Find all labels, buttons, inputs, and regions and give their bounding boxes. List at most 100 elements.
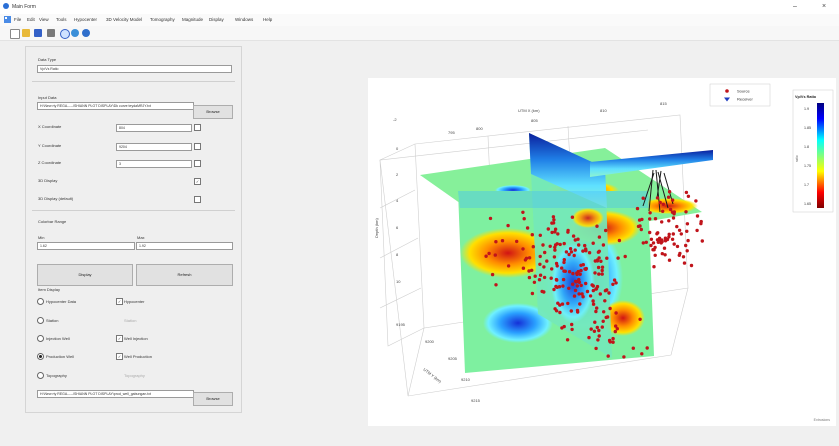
hypocenter-marker bbox=[653, 253, 657, 257]
injection-well-label: Injection Well bbox=[46, 336, 70, 341]
hypocenter-marker bbox=[522, 217, 526, 221]
hypocenter-marker bbox=[662, 246, 667, 250]
menu-windows[interactable]: Windows bbox=[235, 17, 254, 22]
menu-3d-velocity-model[interactable]: 3D Velocity Model bbox=[106, 17, 143, 22]
well-injection-checkbox[interactable]: ✓ bbox=[116, 335, 123, 342]
display-3d-checkbox[interactable]: ✓ bbox=[194, 178, 201, 185]
hypocenter-marker bbox=[569, 250, 574, 254]
hypocenter-marker bbox=[562, 258, 566, 262]
close-button[interactable]: × bbox=[822, 3, 827, 10]
display-3d-default-checkbox[interactable] bbox=[194, 196, 201, 203]
hypocenter-marker bbox=[576, 237, 580, 241]
menu-help[interactable]: Help bbox=[263, 17, 273, 22]
hypocenter-marker bbox=[584, 281, 588, 286]
colorbar-tick: 1.85 bbox=[804, 126, 811, 130]
hypocenter-marker bbox=[493, 253, 497, 257]
station-radio[interactable] bbox=[37, 317, 44, 324]
hypocenter-marker bbox=[578, 302, 582, 306]
y-coordinate-field[interactable]: 9204 bbox=[116, 143, 192, 151]
new-file-icon[interactable] bbox=[10, 29, 20, 39]
hypocenter-checkbox[interactable]: ✓ bbox=[116, 298, 123, 305]
menu-bar: File Edit View Tools Hypocenter 3D Veloc… bbox=[0, 14, 839, 26]
save-icon[interactable] bbox=[34, 29, 42, 37]
hypocenter-marker bbox=[596, 265, 601, 270]
z-coordinate-field[interactable]: 3 bbox=[116, 160, 192, 168]
x-coordinate-checkbox[interactable] bbox=[194, 124, 201, 131]
hypocenter-marker bbox=[614, 311, 618, 315]
hypocenter-marker bbox=[593, 320, 597, 324]
menu-display[interactable]: Display bbox=[209, 17, 224, 22]
hypocenter-marker bbox=[566, 230, 570, 234]
hypocenter-marker bbox=[600, 272, 604, 276]
app-menu-icon[interactable] bbox=[4, 16, 11, 23]
well-production-checkbox[interactable]: ✓ bbox=[116, 353, 123, 360]
hypocenter-marker bbox=[566, 301, 570, 306]
hypocenter-marker bbox=[551, 215, 556, 219]
colorbar-min-field[interactable]: 1.62 bbox=[37, 242, 135, 250]
well-file-path-field[interactable]: H:\New rty REGA-----\SHIANN PLOT DISPLAY… bbox=[37, 390, 194, 398]
hypocenter-marker bbox=[570, 322, 574, 327]
globe-icon[interactable] bbox=[71, 29, 79, 37]
colorbar-title: Vp/Vs Ratio bbox=[795, 95, 817, 99]
open-folder-icon[interactable] bbox=[22, 29, 30, 37]
hypocenter-marker bbox=[506, 223, 510, 228]
menu-hypocenter[interactable]: Hypocenter bbox=[74, 17, 98, 22]
input-data-browse-button[interactable]: Browse bbox=[193, 105, 233, 119]
hypocenter-marker bbox=[542, 265, 546, 269]
hypocenter-marker bbox=[527, 256, 532, 260]
hypocenter-marker bbox=[527, 269, 531, 273]
hypocenter-marker bbox=[622, 355, 626, 359]
data-type-field[interactable]: Vp/Vs Ratio bbox=[37, 65, 232, 73]
hypocenter-marker bbox=[617, 238, 622, 243]
menu-file[interactable]: File bbox=[14, 17, 22, 22]
top-axis-tick: 810 bbox=[600, 108, 607, 113]
hypocenter-marker bbox=[667, 235, 671, 239]
hypocenter-marker bbox=[575, 284, 579, 288]
injection-well-radio[interactable] bbox=[37, 335, 44, 342]
anomaly bbox=[601, 300, 645, 336]
well-file-browse-button[interactable]: Browse bbox=[193, 392, 233, 406]
hypocenter-marker bbox=[572, 253, 576, 258]
hypocenter-marker bbox=[577, 277, 581, 282]
search-icon[interactable] bbox=[60, 29, 70, 39]
minimize-button[interactable]: – bbox=[793, 3, 797, 10]
x-coordinate-field[interactable]: 804 bbox=[116, 124, 192, 132]
display-button[interactable]: Display bbox=[37, 264, 133, 286]
y-coordinate-checkbox[interactable] bbox=[194, 143, 201, 150]
print-icon[interactable] bbox=[47, 29, 55, 37]
hypocenter-marker bbox=[571, 271, 575, 276]
plot-canvas[interactable]: -2 795 800 805 810 815 UTM X (km) 0 2 4 … bbox=[368, 78, 836, 426]
topography-check-label: Topography bbox=[124, 373, 145, 378]
hypocenter-marker bbox=[577, 280, 582, 284]
hypocenter-marker bbox=[648, 230, 652, 235]
input-data-path-field[interactable]: H:\New rty REGA-----\SHIANN PLOT DISPLAY… bbox=[37, 102, 194, 110]
hypocenter-marker bbox=[695, 214, 700, 218]
hypocenter-data-radio[interactable] bbox=[37, 298, 44, 305]
menu-edit[interactable]: Edit bbox=[27, 17, 35, 22]
menu-tomography[interactable]: Tomography bbox=[150, 17, 175, 22]
topography-radio[interactable] bbox=[37, 372, 44, 379]
z-coordinate-checkbox[interactable] bbox=[194, 160, 201, 167]
hypocenter-marker bbox=[583, 243, 587, 248]
tomography-plot[interactable]: -2 795 800 805 810 815 UTM X (km) 0 2 4 … bbox=[368, 78, 836, 426]
hypocenter-marker bbox=[641, 196, 645, 200]
refresh-button[interactable]: Refresh bbox=[136, 264, 233, 286]
shallow-low-zone bbox=[529, 133, 607, 208]
production-well-radio[interactable] bbox=[37, 353, 44, 360]
hypocenter-marker bbox=[652, 248, 656, 252]
colorbar-max-field[interactable]: 1.92 bbox=[136, 242, 233, 250]
hypocenter-marker bbox=[685, 222, 690, 226]
menu-magnitude[interactable]: Magnitude bbox=[182, 17, 204, 22]
hypocenter-marker bbox=[667, 258, 672, 262]
hypocenter-marker bbox=[699, 221, 703, 226]
legend-source-label: Source bbox=[737, 89, 750, 94]
hypocenter-marker bbox=[578, 272, 582, 276]
menu-view[interactable]: View bbox=[39, 17, 49, 22]
help-icon[interactable] bbox=[82, 29, 90, 37]
hypocenter-marker bbox=[700, 239, 704, 243]
hypocenter-marker bbox=[537, 278, 542, 282]
hypocenter-marker bbox=[591, 288, 595, 293]
top-axis-tick: 815 bbox=[660, 101, 667, 106]
menu-tools[interactable]: Tools bbox=[56, 17, 67, 22]
colorbar-max-label: Max bbox=[137, 235, 145, 240]
